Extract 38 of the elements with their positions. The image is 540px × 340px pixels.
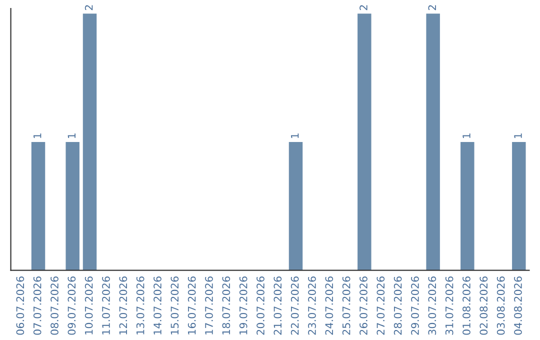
x-tick-label: 19.07.2026 <box>239 276 248 334</box>
x-tick-label: 02.08.2026 <box>480 276 488 335</box>
x-tick-label: 21.07.2026 <box>274 276 282 335</box>
x-tick-label: 10.07.2026 <box>84 276 93 334</box>
x-tick-label: 27.07.2026 <box>376 276 385 335</box>
data-label: 1 <box>462 134 470 138</box>
data-label: 2 <box>84 5 93 10</box>
x-tick-label: 24.07.2026 <box>325 276 334 335</box>
data-label: 1 <box>291 134 299 138</box>
x-tick-label: 28.07.2026 <box>394 276 402 335</box>
x-tick-label: 13.07.2026 <box>136 276 144 334</box>
x-tick-label: 17.07.2026 <box>205 276 213 334</box>
x-tick-label: 16.07.2026 <box>188 276 196 334</box>
x-tick-label: 06.07.2026 <box>16 276 24 335</box>
x-tick-label: 12.07.2026 <box>119 276 128 334</box>
x-tick-label: 09.07.2026 <box>68 276 76 335</box>
x-tick-label: 23.07.2026 <box>308 276 316 335</box>
data-label: 2 <box>428 5 436 10</box>
data-label: 1 <box>514 134 522 138</box>
x-tick-label: 26.07.2026 <box>360 276 368 335</box>
data-label: 2 <box>360 5 368 10</box>
x-tick-label: 15.07.2026 <box>170 276 179 334</box>
x-tick-label: 31.07.2026 <box>445 276 454 335</box>
x-tick-label: 20.07.2026 <box>256 276 264 335</box>
x-tick-label: 22.07.2026 <box>290 276 299 335</box>
x-tick-label: 07.07.2026 <box>33 276 42 335</box>
x-tick-label: 14.07.2026 <box>154 276 162 334</box>
data-label: 1 <box>68 134 76 138</box>
x-tick-label: 18.07.2026 <box>222 276 230 334</box>
x-tick-label: 01.08.2026 <box>462 276 470 335</box>
x-tick-label: 11.07.2026 <box>102 276 110 334</box>
x-tick-label: 29.07.2026 <box>411 276 419 335</box>
data-label: 1 <box>34 134 42 138</box>
x-tick-label: 25.07.2026 <box>342 276 350 335</box>
x-tick-label: 04.08.2026 <box>514 276 522 335</box>
x-tick-label: 08.07.2026 <box>50 276 58 335</box>
x-tick-label: 30.07.2026 <box>428 276 436 335</box>
x-tick-label: 03.08.2026 <box>496 276 505 335</box>
